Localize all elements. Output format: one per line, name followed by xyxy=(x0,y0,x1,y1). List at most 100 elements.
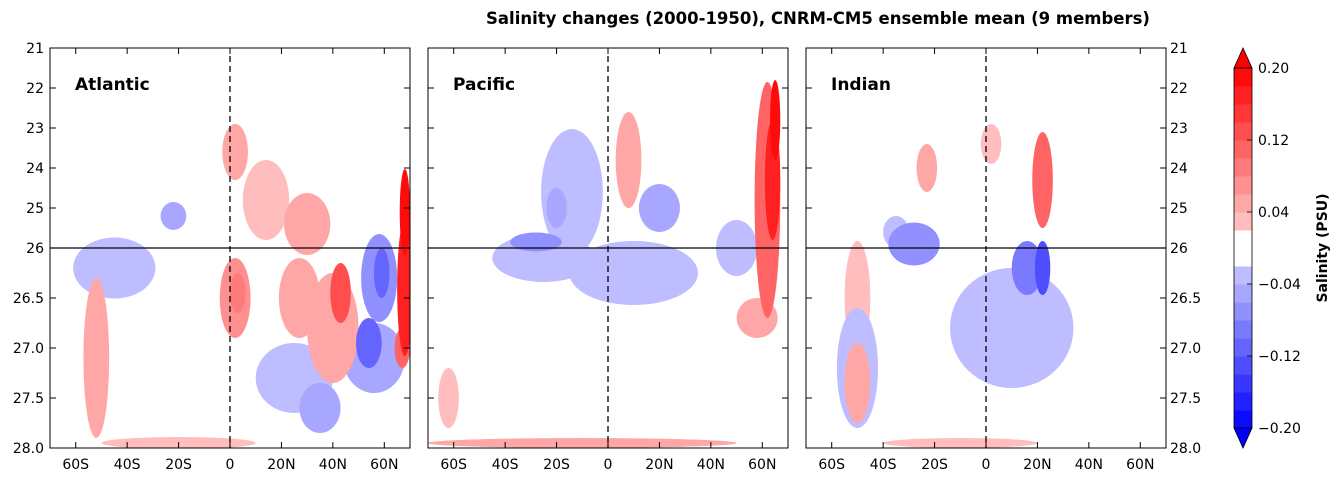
colorbar-band xyxy=(1234,302,1252,321)
y-tick-label-left: 28.0 xyxy=(13,441,44,457)
y-tick-label-right: 27.0 xyxy=(1170,341,1201,357)
y-tick-label-right: 26 xyxy=(1170,241,1188,257)
anomaly-blob xyxy=(356,318,382,368)
y-tick-label-left: 26 xyxy=(26,241,44,257)
colorbar-top-arrow xyxy=(1233,47,1253,69)
colorbar-band xyxy=(1234,86,1252,105)
colorbar-tick-label: −0.12 xyxy=(1258,349,1301,365)
anomaly-blob xyxy=(1011,241,1043,295)
anomaly-blob xyxy=(399,169,410,255)
y-tick-label-right: 21 xyxy=(1170,41,1188,57)
x-tick-label: 20N xyxy=(645,457,673,473)
x-tick-label: 0 xyxy=(982,457,991,473)
salinity-field xyxy=(836,124,1074,448)
y-tick-label-right: 27.5 xyxy=(1170,391,1201,407)
colorbar-band xyxy=(1234,194,1252,213)
colorbar-band xyxy=(1234,122,1252,141)
anomaly-blob xyxy=(546,188,567,228)
colorbar-band xyxy=(1234,410,1252,429)
anomaly-blob xyxy=(397,220,410,356)
anomaly-blob xyxy=(299,383,341,433)
anomaly-blob xyxy=(242,160,290,240)
anomaly-blob xyxy=(844,343,871,423)
anomaly-blob xyxy=(230,273,246,313)
anomaly-blob xyxy=(770,80,781,160)
y-tick-label-right: 23 xyxy=(1170,121,1188,137)
anomaly-blob xyxy=(1032,132,1053,228)
colorbar-band xyxy=(1234,140,1252,159)
anomaly-blob xyxy=(222,124,248,180)
basin-label: Pacific xyxy=(453,75,515,95)
x-tick-label: 20S xyxy=(165,457,192,473)
anomaly-blob xyxy=(160,202,187,230)
anomaly-blob xyxy=(615,112,642,208)
colorbar-band xyxy=(1234,230,1252,267)
anomaly-blob xyxy=(73,237,156,299)
colorbar-band xyxy=(1234,68,1252,87)
colorbar-band xyxy=(1234,392,1252,411)
colorbar-tick-label: 0.20 xyxy=(1258,61,1289,77)
colorbar-label: Salinity (PSU) xyxy=(1315,193,1331,302)
colorbar-band xyxy=(1234,104,1252,123)
panel-atlantic: Atlantic 60S 40S 20S 0 20N 40N 60N xyxy=(49,47,411,473)
colorbar: 0.20 0.12 0.04 −0.04 −0.12 −0.20 Salinity (PSU… xyxy=(1233,47,1331,449)
anomaly-blob xyxy=(374,248,390,298)
x-tick-label: 20S xyxy=(921,457,948,473)
basin-label: Atlantic xyxy=(75,75,150,95)
colorbar-band xyxy=(1234,338,1252,357)
panel-pacific: Pacific 60S 40S 20S 0 20N 40N 60N xyxy=(427,47,789,473)
salinity-field xyxy=(73,124,410,448)
x-tick-label: 40N xyxy=(697,457,725,473)
x-tick-label: 60N xyxy=(748,457,776,473)
y-tick-label-left: 27.5 xyxy=(13,391,44,407)
x-tick-label: 60S xyxy=(818,457,845,473)
anomaly-blob xyxy=(1034,241,1051,295)
anomaly-blob xyxy=(883,438,1038,448)
y-tick-label-right: 28.0 xyxy=(1170,441,1201,457)
anomaly-blob xyxy=(569,241,698,305)
y-tick-label-left: 27.0 xyxy=(13,341,44,357)
panel-indian: Indian 60S 40S 20S 0 20N 40N 60N xyxy=(805,47,1167,473)
y-tick-label-left: 21 xyxy=(26,41,44,57)
colorbar-band xyxy=(1234,284,1252,303)
colorbar-frame xyxy=(1233,67,1253,429)
anomaly-blob xyxy=(510,232,562,252)
x-tick-label: 40S xyxy=(492,457,519,473)
y-tick-label-right: 22 xyxy=(1170,81,1188,97)
colorbar-band xyxy=(1234,356,1252,375)
colorbar-tick-label: −0.04 xyxy=(1258,277,1301,293)
colorbar-band xyxy=(1234,320,1252,339)
x-tick-label: 20N xyxy=(267,457,295,473)
colorbar-band xyxy=(1234,158,1252,177)
anomaly-blob xyxy=(330,263,351,323)
anomaly-blob xyxy=(284,193,331,255)
y-tick-label-left: 23 xyxy=(26,121,44,137)
basin-label: Indian xyxy=(831,75,891,95)
x-tick-label: 60N xyxy=(1126,457,1154,473)
x-tick-label: 20N xyxy=(1023,457,1051,473)
y-tick-label-right: 26.5 xyxy=(1170,291,1201,307)
x-tick-label: 40S xyxy=(870,457,897,473)
salinity-field xyxy=(428,80,781,448)
anomaly-blob xyxy=(916,144,938,192)
x-tick-label: 60S xyxy=(62,457,89,473)
x-tick-label: 0 xyxy=(604,457,613,473)
y-tick-label-left: 22 xyxy=(26,81,44,97)
x-tick-label: 60N xyxy=(370,457,398,473)
anomaly-blob xyxy=(438,368,459,428)
anomaly-blob xyxy=(980,124,1002,164)
y-tick-label-left: 26.5 xyxy=(13,291,44,307)
y-tick-label-right: 24 xyxy=(1170,161,1188,177)
x-tick-label: 60S xyxy=(440,457,467,473)
colorbar-band xyxy=(1234,212,1252,231)
colorbar-tick-label: −0.20 xyxy=(1258,421,1301,437)
x-tick-label: 40N xyxy=(319,457,347,473)
colorbar-tick-label: 0.12 xyxy=(1258,133,1289,149)
y-tick-label-left: 25 xyxy=(26,201,44,217)
x-tick-label: 40N xyxy=(1075,457,1103,473)
anomaly-blob xyxy=(83,278,110,438)
colorbar-tick-label: 0.04 xyxy=(1258,205,1289,221)
x-tick-label: 20S xyxy=(543,457,570,473)
